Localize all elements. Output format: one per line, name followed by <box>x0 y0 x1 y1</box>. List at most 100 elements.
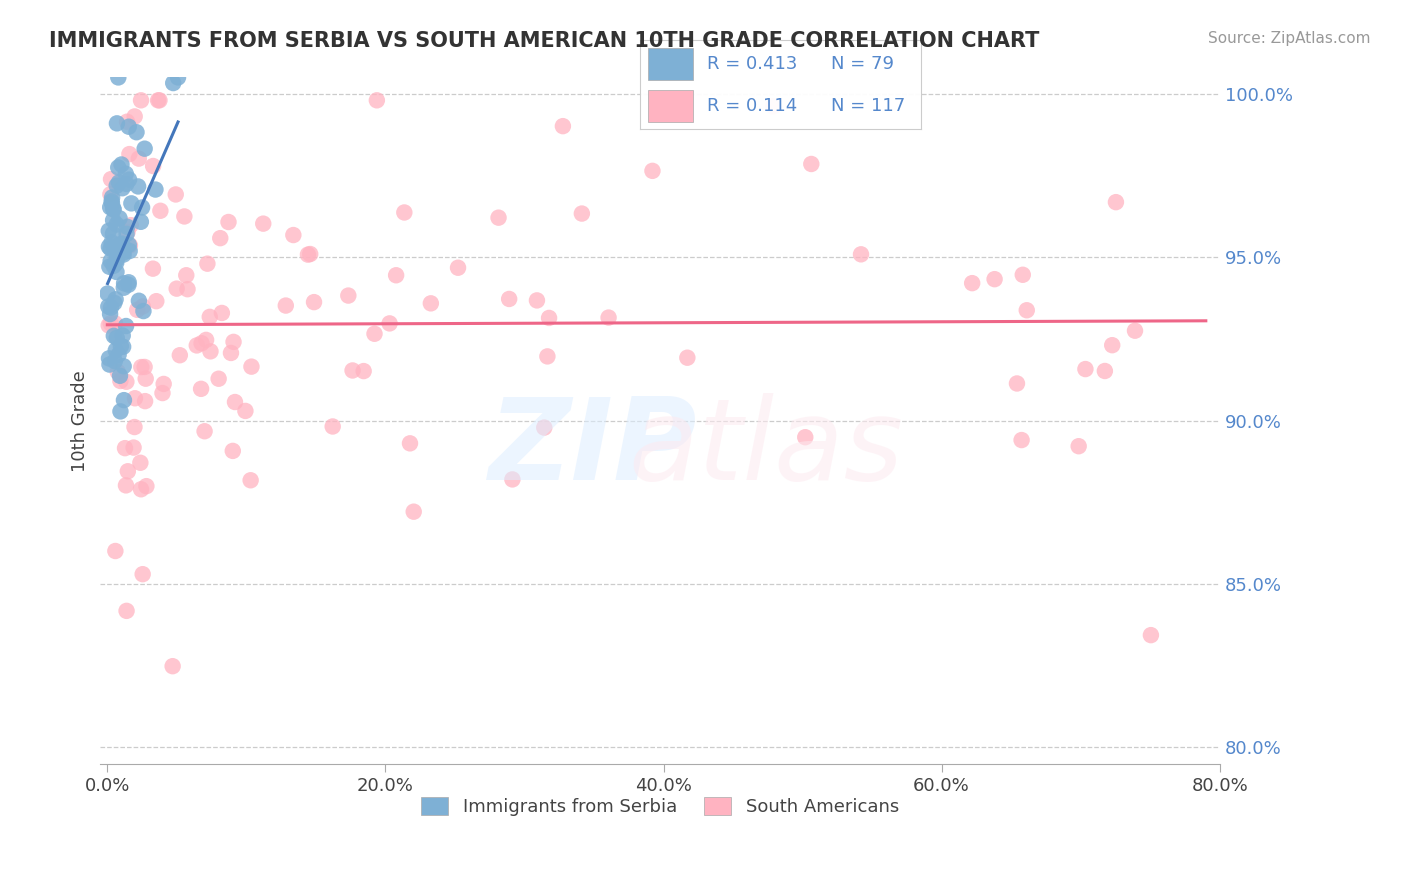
Point <box>108 176 131 190</box>
Point <box>146 93 169 107</box>
Point <box>105 218 128 232</box>
Text: ZIP: ZIP <box>489 392 697 504</box>
Point <box>145 294 167 309</box>
Point <box>105 116 128 130</box>
Point <box>100 301 122 315</box>
Point <box>297 247 319 261</box>
Point <box>115 478 138 492</box>
Point <box>97 240 120 254</box>
Point <box>127 302 149 317</box>
Point <box>538 310 561 325</box>
Point <box>105 331 128 345</box>
Point <box>142 159 165 173</box>
Point <box>399 436 422 450</box>
Point <box>112 340 135 354</box>
Point <box>186 338 208 352</box>
Text: IMMIGRANTS FROM SERBIA VS SOUTH AMERICAN 10TH GRADE CORRELATION CHART: IMMIGRANTS FROM SERBIA VS SOUTH AMERICAN… <box>49 31 1039 51</box>
Point <box>224 395 246 409</box>
Point <box>1067 439 1090 453</box>
Point <box>402 505 425 519</box>
Point <box>112 359 135 374</box>
Point <box>135 479 157 493</box>
Point <box>129 215 152 229</box>
Point <box>657 93 679 107</box>
Point <box>108 237 131 252</box>
Point <box>105 178 128 193</box>
Point <box>129 93 152 107</box>
Point <box>132 300 155 314</box>
Point <box>97 318 120 333</box>
Point <box>794 430 817 444</box>
Point <box>167 70 190 85</box>
Point <box>134 142 156 156</box>
Point <box>419 296 441 310</box>
Point <box>101 213 124 227</box>
Y-axis label: 10th Grade: 10th Grade <box>72 370 89 472</box>
Point <box>118 238 141 252</box>
Point <box>120 196 142 211</box>
Point <box>115 375 138 389</box>
Point <box>100 235 122 250</box>
Point <box>1005 376 1028 391</box>
Point <box>111 181 134 195</box>
Point <box>108 240 131 254</box>
Point <box>103 296 125 310</box>
Point <box>162 76 184 90</box>
Point <box>112 247 135 261</box>
Point <box>131 201 153 215</box>
Point <box>97 300 120 314</box>
Point <box>115 604 138 618</box>
Point <box>128 152 150 166</box>
Point <box>124 420 146 434</box>
Point <box>551 119 574 133</box>
Point <box>118 275 141 289</box>
Point <box>103 241 125 255</box>
Point <box>218 215 240 229</box>
Point <box>103 328 125 343</box>
Legend: Immigrants from Serbia, South Americans: Immigrants from Serbia, South Americans <box>413 789 905 823</box>
Point <box>125 125 148 139</box>
Point <box>219 346 242 360</box>
Point <box>104 544 127 558</box>
Point <box>194 424 217 438</box>
Text: R = 0.413: R = 0.413 <box>707 55 797 73</box>
Point <box>641 164 664 178</box>
Point <box>132 304 155 318</box>
Point <box>197 257 219 271</box>
Point <box>112 281 135 295</box>
Point <box>124 391 146 405</box>
Point <box>104 293 127 307</box>
Point <box>152 386 174 401</box>
Point <box>111 328 134 343</box>
Point <box>118 237 141 252</box>
Point <box>117 277 139 292</box>
Text: atlas: atlas <box>628 392 904 504</box>
Point <box>118 172 141 186</box>
Point <box>118 120 141 134</box>
Point <box>105 241 128 255</box>
Point <box>353 364 375 378</box>
Point <box>101 196 124 211</box>
Point <box>235 404 257 418</box>
Point <box>134 359 156 374</box>
Point <box>169 348 191 362</box>
Point <box>342 363 364 377</box>
Point <box>122 441 145 455</box>
Point <box>118 244 141 258</box>
Point <box>960 276 983 290</box>
Point <box>1015 303 1038 318</box>
Point <box>222 334 245 349</box>
Point <box>111 236 134 251</box>
Point <box>108 211 131 226</box>
Point <box>283 228 305 243</box>
Point <box>107 365 129 379</box>
Point <box>120 218 142 232</box>
Text: Source: ZipAtlas.com: Source: ZipAtlas.com <box>1208 31 1371 46</box>
Point <box>1123 324 1146 338</box>
Point <box>97 224 120 238</box>
Point <box>239 473 262 487</box>
Point <box>252 217 274 231</box>
Point <box>571 206 593 220</box>
Point <box>1011 433 1033 447</box>
Point <box>1140 628 1163 642</box>
